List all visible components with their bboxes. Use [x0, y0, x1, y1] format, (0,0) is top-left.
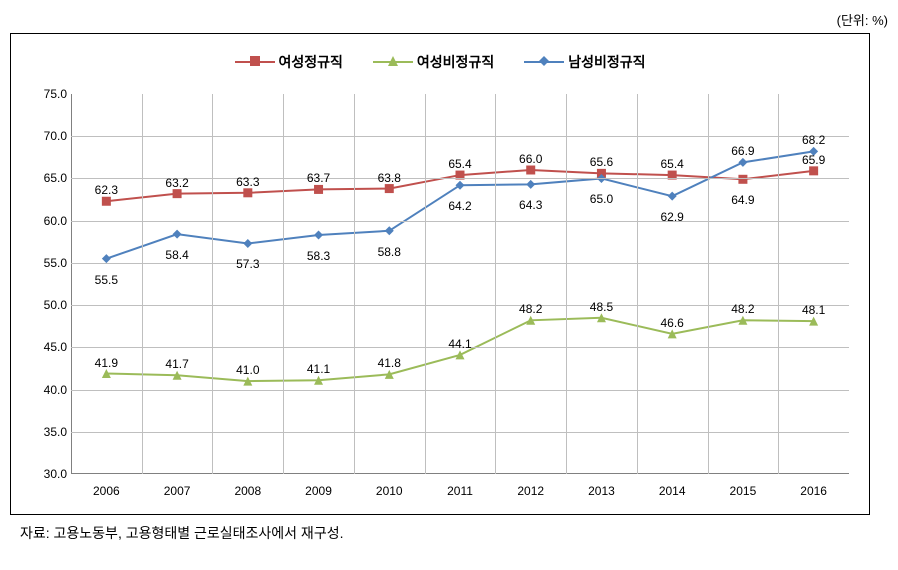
gridline-horizontal [71, 136, 849, 137]
data-label: 41.0 [236, 363, 259, 377]
legend-item-female-regular: 여성정규직 [235, 52, 343, 72]
legend-item-male-irregular: 남성비정규직 [524, 52, 645, 72]
data-label: 41.9 [95, 356, 118, 370]
x-tick-label: 2013 [588, 484, 615, 498]
y-axis: 30.035.040.045.050.055.060.065.070.075.0 [31, 94, 71, 474]
legend-label: 여성비정규직 [417, 52, 494, 72]
plot-area: 62.3 63.2 63.3 63.7 63.8 65.4 66.0 65.6 65.4 64.9… [71, 94, 849, 474]
x-tick-label: 2011 [447, 484, 473, 498]
data-label: 55.5 [95, 273, 118, 287]
data-label: 63.8 [378, 171, 401, 185]
data-label: 68.2 [802, 133, 825, 147]
gridline-horizontal [71, 390, 849, 391]
data-label: 63.3 [236, 175, 259, 189]
data-label: 63.2 [165, 176, 188, 190]
data-label: 65.6 [590, 155, 613, 169]
source-note: 자료: 고용노동부, 고용형태별 근로실태조사에서 재구성. [10, 523, 898, 543]
legend-marker-diamond [524, 61, 564, 63]
data-label: 48.5 [590, 300, 613, 314]
gridline-vertical [495, 94, 496, 474]
legend: 여성정규직 여성비정규직 남성비정규직 [11, 34, 869, 82]
gridline-horizontal [71, 263, 849, 264]
gridline-vertical [708, 94, 709, 474]
gridline-vertical [566, 94, 567, 474]
data-label: 58.4 [165, 248, 188, 262]
data-label: 58.8 [378, 245, 401, 259]
data-label: 48.2 [519, 302, 542, 316]
data-label: 62.9 [660, 210, 683, 224]
x-tick-label: 2015 [730, 484, 757, 498]
y-tick-label: 35.0 [44, 425, 67, 439]
x-tick-label: 2009 [305, 484, 332, 498]
data-label: 57.3 [236, 257, 259, 271]
data-label: 64.3 [519, 198, 542, 212]
y-tick-label: 75.0 [44, 87, 67, 101]
data-label: 63.7 [307, 171, 330, 185]
x-tick-label: 2016 [800, 484, 827, 498]
chart-container: 여성정규직 여성비정규직 남성비정규직 30.0 35.0 40.0 45.0 50.0… [10, 33, 870, 515]
data-label: 64.9 [731, 193, 754, 207]
data-label: 65.9 [802, 153, 825, 167]
legend-marker-triangle [373, 61, 413, 63]
data-label: 62.3 [95, 183, 118, 197]
x-tick-label: 2006 [93, 484, 120, 498]
y-tick-label: 45.0 [44, 340, 67, 354]
unit-label: (단위: %) [10, 10, 898, 29]
gridline-vertical [637, 94, 638, 474]
x-axis: 2006 2007 2008 2009 2010 2011 2012 2013 2014 2015… [71, 479, 849, 504]
data-label: 48.2 [731, 302, 754, 316]
x-tick-label: 2012 [517, 484, 544, 498]
data-label: 44.1 [448, 337, 471, 351]
gridline-vertical [283, 94, 284, 474]
data-label: 66.0 [519, 152, 542, 166]
gridline-vertical [354, 94, 355, 474]
legend-item-female-irregular: 여성비정규직 [373, 52, 494, 72]
data-label: 65.4 [448, 157, 471, 171]
gridline-horizontal [71, 432, 849, 433]
data-label: 65.4 [660, 157, 683, 171]
y-tick-label: 70.0 [44, 129, 67, 143]
gridline-vertical [142, 94, 143, 474]
data-label: 46.6 [660, 316, 683, 330]
legend-marker-square [235, 61, 275, 63]
x-tick-label: 2007 [164, 484, 191, 498]
x-tick-label: 2014 [659, 484, 686, 498]
gridline-horizontal [71, 221, 849, 222]
x-tick-label: 2010 [376, 484, 403, 498]
y-tick-label: 50.0 [44, 298, 67, 312]
data-label: 64.2 [448, 199, 471, 213]
y-tick-label: 55.0 [44, 256, 67, 270]
data-label: 65.0 [590, 192, 613, 206]
x-tick-label: 2008 [234, 484, 261, 498]
legend-label: 남성비정규직 [568, 52, 645, 72]
legend-label: 여성정규직 [279, 52, 343, 72]
y-tick-label: 40.0 [44, 383, 67, 397]
y-tick-label: 30.0 [44, 467, 67, 481]
gridline-vertical [425, 94, 426, 474]
data-label: 41.8 [378, 356, 401, 370]
data-label: 58.3 [307, 249, 330, 263]
data-label: 41.7 [165, 357, 188, 371]
gridline-vertical [212, 94, 213, 474]
data-label: 66.9 [731, 144, 754, 158]
data-label: 48.1 [802, 303, 825, 317]
gridline-vertical [778, 94, 779, 474]
y-tick-label: 60.0 [44, 214, 67, 228]
data-label: 41.1 [307, 362, 330, 376]
y-tick-label: 65.0 [44, 171, 67, 185]
